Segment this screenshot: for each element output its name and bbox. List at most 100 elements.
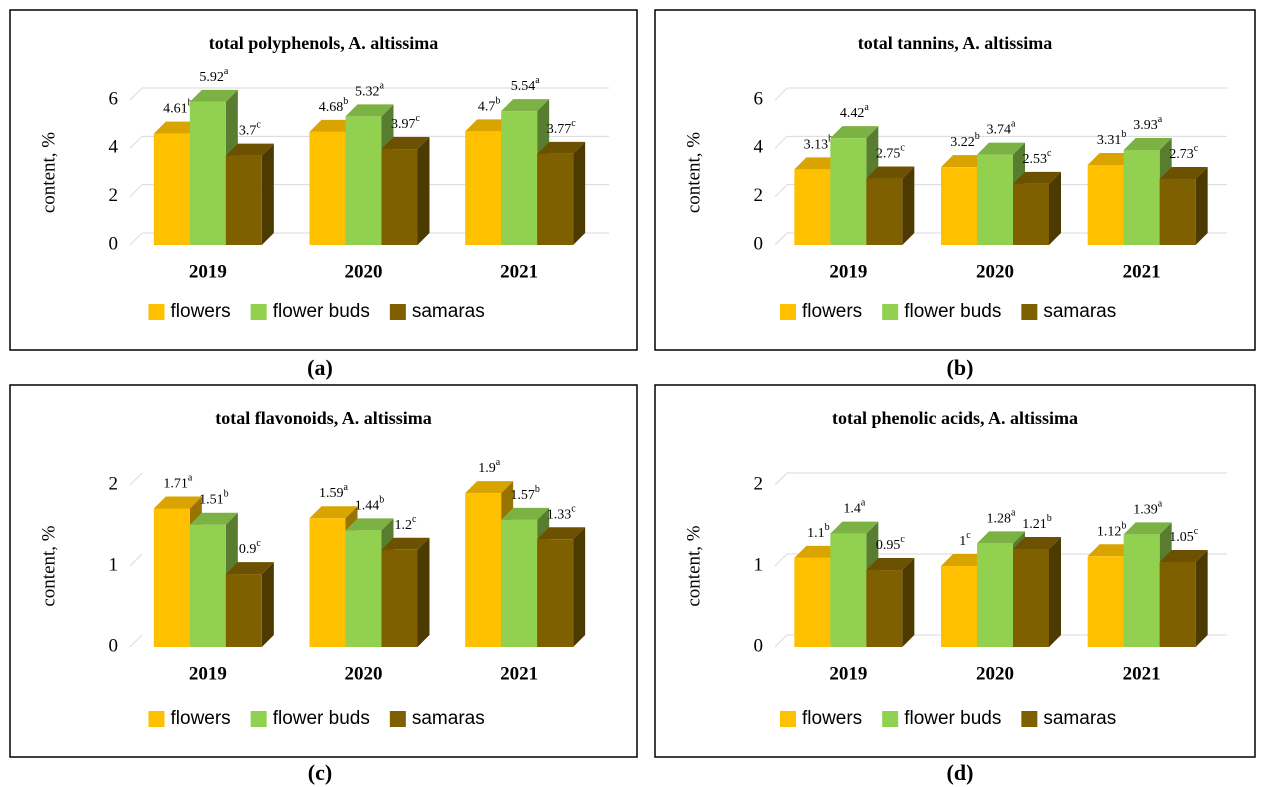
data-label-value: 3.93 [1133,118,1158,133]
data-label: 0.95c [876,534,906,553]
bar-front [941,566,977,647]
y-tick-label: 6 [109,88,119,109]
bar [1013,536,1061,647]
bar-top [345,104,394,117]
bar-side [417,537,430,647]
data-label-letter: c [900,143,905,154]
data-label-value: 5.32 [355,85,380,100]
data-label-value: 3.97 [391,117,416,132]
bar-front [381,149,418,245]
data-label-value: 1.33 [547,507,572,522]
panel-frame [9,384,638,758]
y-tick-label: 6 [754,88,764,109]
bar-top [465,481,514,494]
data-label-letter: c [571,504,576,515]
legend-swatch [250,304,267,320]
data-label-letter: b [825,522,830,533]
bar-top [977,142,1025,155]
bar-side [902,558,915,647]
data-label-value: 1.12 [1097,524,1122,539]
data-label-value: 3.7 [239,124,257,139]
bar [537,141,586,245]
data-label-value: 1.44 [355,499,380,514]
bar-front [381,549,418,647]
bar-front [309,131,346,245]
bar-side [1049,536,1061,647]
y-axis-label: content, % [38,525,59,606]
y-tick-label: 2 [754,473,764,494]
data-label-value: 3.22 [950,135,975,150]
grid-line-depth [774,634,788,648]
data-label-value: 1.28 [987,512,1012,527]
bar [381,537,430,647]
y-tick-label: 0 [109,233,119,254]
data-label-letter: b [343,96,348,107]
panel-frame [654,384,1256,758]
bar-front [189,101,226,245]
bar-front [309,518,346,647]
bar-front [225,155,262,245]
grid-line-depth [129,135,143,149]
bar-front [465,131,502,245]
x-tick-label: 2020 [345,663,383,684]
bar-front [1013,548,1049,647]
bar [225,143,274,245]
bar-front [977,154,1013,245]
data-label-letter: a [1158,499,1163,510]
data-label: 3.31b [1097,129,1127,148]
y-tick-label: 0 [754,635,764,656]
y-axis-label: content, % [683,132,704,213]
bar-top [153,496,202,509]
data-label-value: 1.59 [319,486,344,501]
data-label: 2.73c [1169,143,1199,162]
data-label-letter: a [380,81,385,92]
data-label: 1.1b [807,522,830,541]
bar-front [153,133,190,245]
data-label: 1.51b [199,489,229,508]
legend-label: flowers [171,708,231,729]
data-label: 2.75c [876,143,906,162]
data-label-letter: b [1121,521,1126,532]
bar [977,142,1025,245]
bar-top [189,89,238,102]
grid-line-depth [129,472,143,486]
bar-front [1159,561,1196,647]
data-label-letter: a [864,102,869,113]
data-label: 3.74a [987,119,1017,138]
bar-top [1159,167,1208,180]
data-label-letter: c [1047,148,1052,159]
bar-top [501,99,550,112]
bar-front [225,574,262,647]
chart-title: total tannins, A. altissima [858,33,1053,53]
data-label-letter: c [416,113,421,124]
data-label-letter: a [861,498,866,509]
x-tick-label: 2021 [1123,261,1161,282]
data-label: 1.05c [1169,526,1199,545]
legend-label: flower buds [904,708,1001,729]
data-label: 4.42a [840,102,870,121]
bar-front [1013,183,1049,245]
grid-line-depth [774,87,788,101]
y-axis-label: content, % [683,525,704,606]
data-label: 0.9c [239,538,261,557]
bar-top [1013,171,1061,184]
bar [537,527,586,647]
data-label: 5.32a [355,81,385,100]
data-label-value: 2.75 [876,147,901,162]
bar-front [830,138,867,245]
grid-line-depth [774,232,788,246]
data-label-value: 4.68 [319,100,344,115]
bar-top [1123,138,1172,151]
bar-top [537,141,586,154]
data-label-letter: b [1047,513,1052,524]
y-tick-label: 2 [754,185,764,206]
y-tick-label: 4 [754,137,764,158]
bar-side [261,562,274,647]
data-label-letter: c [256,538,261,549]
bar-side [261,143,274,245]
legend-swatch [780,304,796,320]
legend-label: samaras [1043,301,1116,322]
data-label: 1.44b [355,495,385,514]
bar-front [794,169,831,245]
legend-label: flowers [802,301,862,322]
